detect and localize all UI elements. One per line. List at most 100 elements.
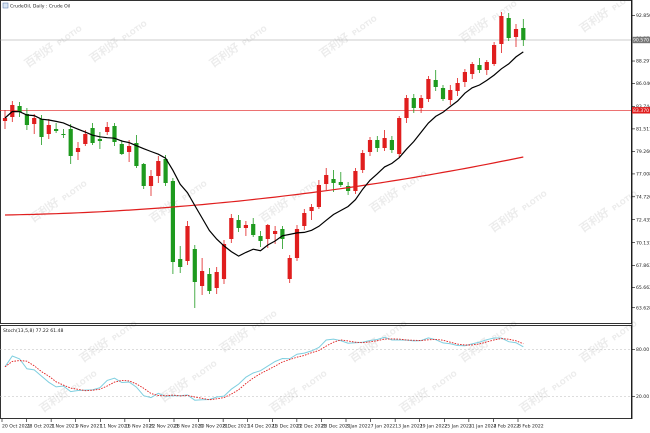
stoch-pane-border bbox=[0, 325, 632, 419]
candle-body bbox=[178, 259, 183, 267]
price-tick-label: 65.662 bbox=[636, 285, 650, 291]
candle-body bbox=[83, 134, 88, 144]
candle-body bbox=[367, 140, 373, 152]
candle-body bbox=[375, 140, 380, 148]
date-tick-label: 16 Dec 2021 bbox=[272, 424, 301, 430]
price-tick-label: 67.863 bbox=[636, 263, 650, 269]
candle-body bbox=[397, 118, 402, 154]
date-tick-label: 3 Jan 2022 bbox=[346, 424, 371, 430]
support-price-label: 83.370 bbox=[633, 108, 649, 114]
candle-body bbox=[302, 213, 307, 226]
candle-body bbox=[287, 258, 292, 279]
candle-body bbox=[2, 118, 8, 121]
candle-body bbox=[426, 79, 431, 99]
date-tick-label: 8 Feb 2022 bbox=[518, 424, 544, 430]
moving-average-slow bbox=[4, 156, 524, 216]
candle-body bbox=[236, 220, 241, 228]
stochastic-levels bbox=[0, 349, 631, 397]
candle-body bbox=[448, 90, 453, 100]
candle-body bbox=[112, 126, 117, 142]
price-tick-label: 88.297 bbox=[636, 59, 650, 65]
candle-body bbox=[331, 179, 336, 183]
date-tick-label: 28 Oct 2021 bbox=[27, 424, 55, 430]
date-tick-label: 7 Jan 2022 bbox=[371, 424, 396, 430]
date-tick-label: 19 Jan 2022 bbox=[420, 424, 448, 430]
date-tick-label: 31 Jan 2022 bbox=[469, 424, 497, 430]
candle-body bbox=[499, 16, 504, 44]
candle-body bbox=[338, 182, 343, 185]
date-tick-label: 28 Dec 2021 bbox=[321, 424, 350, 430]
date-tick-label: 1 Nov 2021 bbox=[51, 424, 78, 430]
stochastic-axis: 80.00 20.00 bbox=[632, 347, 649, 400]
price-axis: 92.85090.57088.29786.04683.74481.51179.2… bbox=[632, 13, 650, 311]
date-tick-label: 30 Nov 2021 bbox=[199, 424, 228, 430]
candle-body bbox=[492, 45, 497, 64]
candle-body bbox=[54, 129, 59, 131]
candle-body bbox=[221, 244, 227, 279]
candle-body bbox=[294, 229, 300, 258]
candle-body bbox=[251, 224, 256, 235]
candle-body bbox=[440, 88, 446, 99]
main-pane-border bbox=[0, 0, 632, 324]
candle-body bbox=[207, 274, 212, 291]
date-tick-label: 4 Feb 2022 bbox=[493, 424, 519, 430]
candle-body bbox=[243, 225, 248, 228]
candle-body bbox=[484, 62, 489, 70]
candle-body bbox=[17, 106, 22, 112]
candle-body bbox=[455, 83, 460, 91]
candle-body bbox=[309, 207, 314, 211]
stochastic-signal-line bbox=[4, 338, 524, 401]
candle-body bbox=[433, 80, 438, 87]
candle-body bbox=[273, 231, 278, 234]
candle-body bbox=[470, 64, 475, 74]
candle-body bbox=[119, 144, 124, 154]
candle-body bbox=[97, 139, 102, 141]
price-tick-label: 74.720 bbox=[636, 194, 650, 200]
candle-body bbox=[265, 225, 270, 239]
candle-body bbox=[316, 185, 321, 207]
candle-body bbox=[61, 134, 66, 135]
price-tick-label: 86.046 bbox=[636, 81, 650, 87]
candle-body bbox=[477, 65, 482, 70]
support-price-tag bbox=[632, 107, 650, 114]
price-tick-label: 70.131 bbox=[636, 240, 650, 246]
date-tick-label: 9 Nov 2021 bbox=[76, 424, 103, 430]
horizontal-lines bbox=[0, 39, 631, 111]
chart-icon[interactable] bbox=[2, 2, 9, 9]
stochastic-label: Stoch(13,5,8) 77.22 61.48 bbox=[3, 328, 63, 334]
candle-body bbox=[411, 98, 416, 108]
candle-body bbox=[419, 98, 424, 108]
date-tick-label: 28 Nov 2021 bbox=[174, 424, 203, 430]
candle-body bbox=[229, 218, 234, 239]
candle-body bbox=[156, 161, 161, 176]
candle-body bbox=[127, 146, 132, 152]
candle-body bbox=[185, 226, 190, 261]
date-tick-label: 11 Nov 2021 bbox=[100, 424, 129, 430]
price-tick-label: 72.435 bbox=[636, 217, 650, 223]
candle-body bbox=[404, 98, 409, 118]
candle-body bbox=[353, 171, 358, 191]
current-price-tag bbox=[632, 36, 650, 44]
date-tick-label: 13 Jan 2022 bbox=[395, 424, 423, 430]
date-tick-label: 22 Dec 2021 bbox=[297, 424, 326, 430]
candle-body bbox=[346, 186, 351, 191]
price-tick-label: 63.628 bbox=[636, 305, 650, 311]
candle-body bbox=[75, 148, 81, 152]
candle-body bbox=[148, 176, 154, 186]
candle-body bbox=[105, 127, 110, 132]
candle-body bbox=[134, 143, 139, 166]
price-tick-label: 81.511 bbox=[636, 126, 650, 132]
date-tick-label: 16 Nov 2021 bbox=[125, 424, 154, 430]
date-tick-label: 8 Dec 2021 bbox=[223, 424, 250, 430]
candle-body bbox=[163, 159, 168, 183]
candle-body bbox=[200, 271, 205, 286]
chart-title: CrudeOil, Daily : Crude Oil bbox=[10, 4, 70, 10]
price-tick-label: 79.260 bbox=[636, 149, 650, 155]
price-tick-label: 77.008 bbox=[636, 172, 650, 178]
candle-body bbox=[258, 236, 263, 241]
candle-body bbox=[513, 29, 519, 37]
date-tick-label: 20 Oct 2021 bbox=[2, 424, 30, 430]
candle-body bbox=[214, 272, 219, 288]
